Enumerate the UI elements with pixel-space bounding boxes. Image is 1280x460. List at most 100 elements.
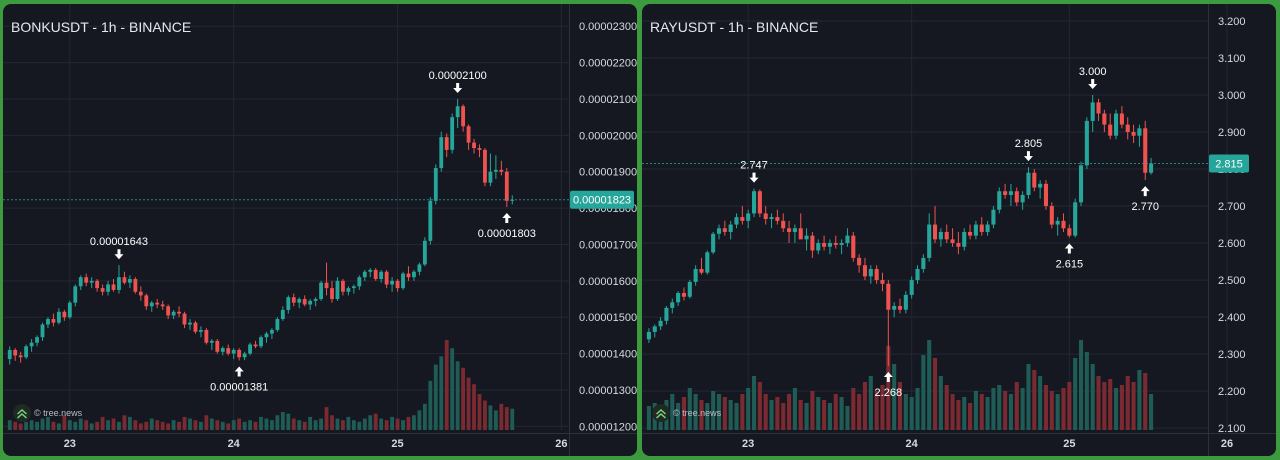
candle-body [1143, 128, 1148, 173]
down-arrow-icon [1023, 151, 1033, 162]
volume-bar [35, 421, 39, 430]
candle-body [253, 344, 258, 347]
candle-body [477, 148, 482, 150]
y-tick-label: 0.00002300 [579, 21, 637, 33]
candle-body [466, 126, 471, 143]
candle-body [1137, 128, 1142, 136]
volume-bar [1008, 394, 1013, 430]
volume-bar [699, 400, 704, 430]
candle-body [950, 239, 955, 244]
x-tick-label: 24 [228, 438, 241, 450]
volume-bar [839, 397, 844, 430]
volume-bar [127, 416, 132, 430]
volume-bar [56, 423, 61, 430]
volume-bar [439, 356, 444, 430]
volume-bar [428, 380, 433, 430]
bonk-chart-svg: 0.00001643 0.00001381 0.00002100 0.00001803… [3, 4, 637, 456]
volume-bar [270, 420, 274, 430]
volume-bar [769, 400, 774, 430]
candle-body [357, 277, 362, 287]
volume-bar [868, 376, 873, 430]
y-tick-label: 3.000 [1218, 90, 1246, 102]
volume-bar [1043, 385, 1049, 430]
volume-bar [155, 420, 160, 430]
volume-bar [903, 394, 908, 430]
candle-body [705, 252, 710, 273]
candle-body [880, 280, 885, 284]
volume-bar [417, 410, 422, 430]
y-tick-label: 0.00002100 [579, 94, 637, 106]
volume-bar [1078, 340, 1084, 430]
volume-bar [133, 420, 138, 430]
volume-bar [248, 420, 252, 430]
candle-body [787, 228, 792, 232]
volume-bar [681, 397, 686, 430]
volume-bar [1020, 388, 1025, 430]
candle-body [24, 346, 29, 358]
candle-body [18, 355, 23, 358]
candle-body [488, 171, 493, 183]
volume-bar [488, 405, 493, 430]
volume-bar [798, 400, 803, 430]
candle-body [1043, 183, 1049, 207]
volume-bars [646, 340, 1154, 430]
candle-body [209, 340, 214, 343]
candle-body [330, 288, 334, 300]
y-tick-label: 3.100 [1218, 53, 1246, 65]
candle-body [728, 224, 733, 232]
candle-body [199, 329, 203, 332]
up-arrow-icon [234, 366, 244, 377]
volume-bar [111, 418, 116, 430]
candle-body [985, 224, 990, 232]
candle-body [335, 280, 340, 300]
annotation-label: 0.00001803 [478, 228, 536, 240]
volume-bar [46, 416, 50, 430]
volume-bar [406, 416, 411, 430]
candle-body [510, 199, 515, 201]
volume-bar [259, 416, 263, 430]
candle-body [390, 280, 395, 285]
candle-body [886, 283, 891, 310]
candle-body [308, 300, 313, 305]
volume-bar [166, 423, 171, 430]
volume-bar [1055, 394, 1060, 430]
candle-body [734, 217, 739, 225]
volume-bar [193, 420, 198, 430]
candle-body [379, 271, 384, 280]
volume-bar [7, 420, 12, 430]
annotation-label: 2.770 [1131, 201, 1159, 213]
volume-bar [985, 397, 990, 430]
volume-bar [991, 388, 996, 430]
volume-bar [751, 376, 757, 430]
volume-bar [433, 364, 438, 430]
volume-bar [62, 415, 67, 430]
candle-body [944, 231, 949, 240]
volume-bar [1114, 388, 1119, 430]
annotation-label: 0.00001643 [90, 236, 148, 248]
candle-body [1032, 172, 1037, 188]
candle-body [117, 277, 121, 290]
candle-body [874, 268, 879, 281]
volume-bar [693, 394, 698, 430]
candle-body [699, 268, 704, 273]
volume-bar [368, 415, 373, 430]
candle-body [903, 294, 908, 310]
candle-body [78, 277, 83, 287]
candle-body [406, 273, 411, 278]
candle-body [433, 168, 438, 201]
candle-body [921, 257, 926, 269]
volume-bar [253, 421, 258, 430]
candle-body [412, 271, 416, 278]
candle-body [722, 228, 727, 232]
candle-body [938, 231, 943, 240]
volume-bar [138, 423, 143, 430]
candle-body [1119, 113, 1124, 125]
candle-body [122, 277, 127, 283]
volume-bar [461, 367, 466, 430]
volume-bar [973, 391, 978, 430]
candle-body [1078, 165, 1084, 203]
volume-bar [357, 421, 362, 430]
candle-body [264, 333, 269, 338]
volume-bar [341, 420, 345, 430]
candle-body [839, 243, 844, 245]
